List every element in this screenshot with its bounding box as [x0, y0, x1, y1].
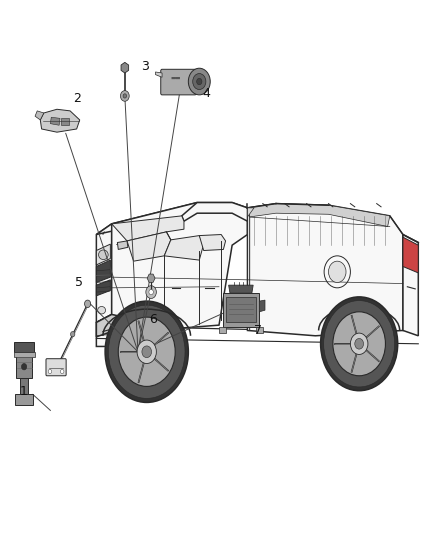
Circle shape	[109, 305, 185, 398]
Polygon shape	[247, 204, 390, 227]
Polygon shape	[35, 111, 44, 120]
Circle shape	[71, 332, 75, 337]
Polygon shape	[226, 297, 256, 322]
Circle shape	[118, 317, 175, 386]
Circle shape	[350, 333, 368, 354]
Text: 3: 3	[141, 60, 148, 73]
Polygon shape	[199, 235, 226, 251]
Text: 1: 1	[19, 385, 27, 398]
Circle shape	[197, 78, 202, 85]
Circle shape	[48, 369, 52, 374]
Circle shape	[333, 312, 385, 376]
Polygon shape	[403, 237, 418, 273]
Polygon shape	[182, 203, 247, 221]
Polygon shape	[96, 203, 197, 235]
Circle shape	[149, 289, 153, 295]
Polygon shape	[403, 235, 418, 336]
Text: 2: 2	[73, 92, 81, 105]
Text: 6: 6	[149, 313, 157, 326]
Text: ▬▬: ▬▬	[171, 76, 181, 81]
Circle shape	[324, 256, 350, 288]
Ellipse shape	[98, 306, 106, 314]
Polygon shape	[117, 241, 128, 249]
Circle shape	[123, 94, 127, 98]
FancyBboxPatch shape	[161, 69, 196, 95]
Polygon shape	[96, 224, 112, 322]
Polygon shape	[14, 342, 34, 352]
Polygon shape	[112, 216, 184, 241]
Polygon shape	[247, 208, 254, 217]
Circle shape	[324, 301, 395, 387]
Polygon shape	[256, 327, 263, 333]
Polygon shape	[219, 327, 226, 333]
Polygon shape	[16, 352, 32, 378]
Polygon shape	[61, 118, 69, 125]
Polygon shape	[20, 378, 28, 394]
Polygon shape	[96, 280, 110, 296]
Polygon shape	[247, 204, 403, 336]
Polygon shape	[164, 236, 204, 260]
Polygon shape	[147, 274, 155, 282]
Polygon shape	[229, 285, 253, 293]
Text: 7: 7	[254, 324, 262, 337]
Polygon shape	[96, 244, 110, 265]
Polygon shape	[40, 109, 80, 132]
Polygon shape	[96, 314, 151, 346]
Circle shape	[137, 340, 156, 364]
Circle shape	[321, 297, 398, 391]
Polygon shape	[15, 394, 33, 405]
Circle shape	[85, 300, 91, 308]
Polygon shape	[14, 352, 35, 357]
Polygon shape	[121, 62, 129, 73]
Polygon shape	[50, 117, 60, 125]
Circle shape	[193, 74, 206, 90]
Circle shape	[328, 261, 346, 282]
Ellipse shape	[99, 250, 108, 260]
Polygon shape	[247, 208, 250, 330]
Polygon shape	[112, 203, 247, 330]
Polygon shape	[127, 232, 171, 261]
Circle shape	[21, 364, 27, 370]
FancyBboxPatch shape	[46, 359, 66, 376]
Text: 5: 5	[75, 276, 83, 289]
Polygon shape	[155, 72, 162, 77]
Circle shape	[355, 338, 364, 349]
Circle shape	[60, 369, 64, 374]
Polygon shape	[96, 314, 151, 337]
Circle shape	[105, 301, 188, 402]
Circle shape	[142, 346, 152, 358]
Circle shape	[188, 68, 210, 95]
Circle shape	[120, 91, 129, 101]
Polygon shape	[96, 260, 110, 282]
Polygon shape	[259, 300, 265, 312]
Circle shape	[146, 286, 156, 298]
Text: 4: 4	[202, 87, 210, 100]
Polygon shape	[223, 293, 259, 327]
